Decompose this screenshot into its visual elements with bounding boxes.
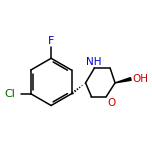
Text: Cl: Cl: [4, 89, 15, 99]
Text: OH: OH: [133, 74, 149, 84]
Polygon shape: [115, 78, 131, 83]
Text: O: O: [107, 98, 115, 108]
Text: NH: NH: [86, 57, 101, 67]
Text: F: F: [48, 36, 54, 45]
